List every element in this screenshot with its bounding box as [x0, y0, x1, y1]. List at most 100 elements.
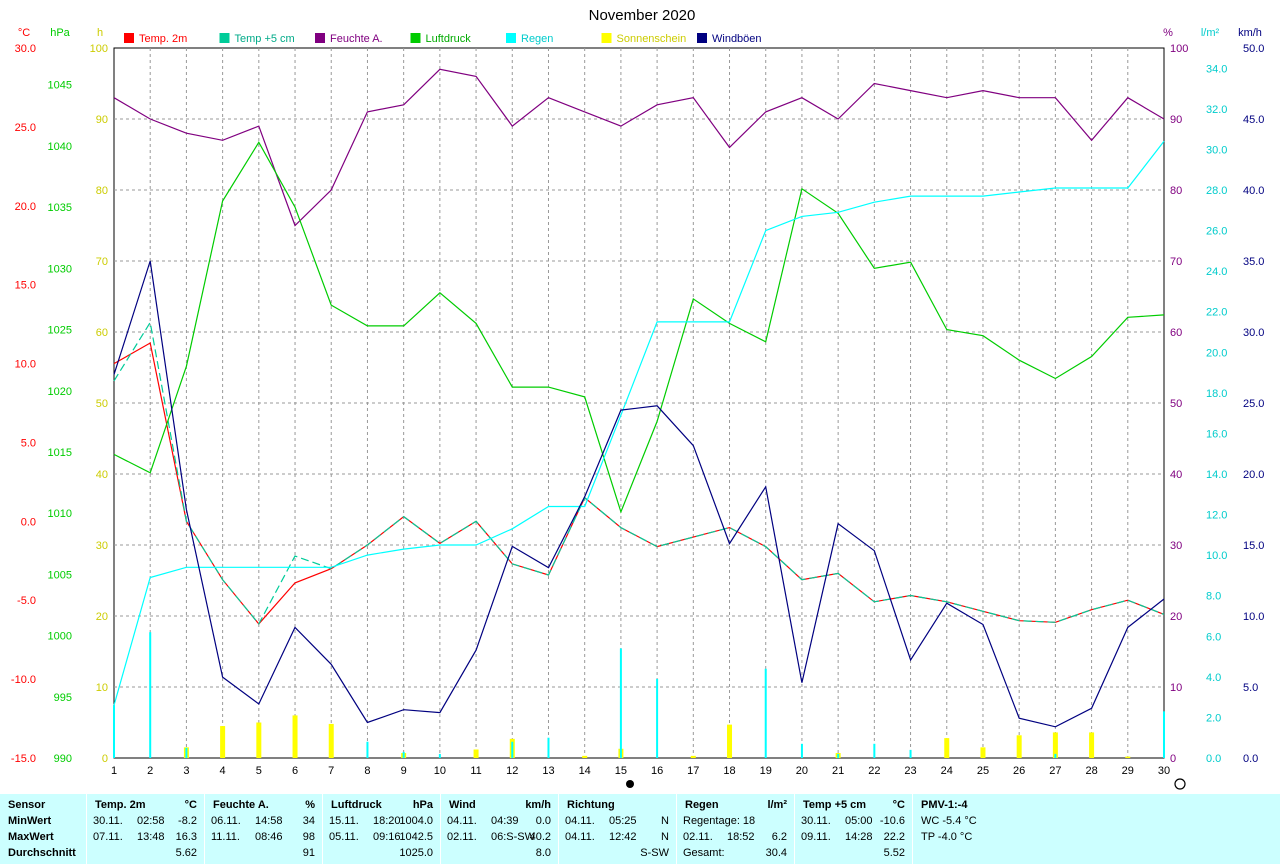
stats-cell: 22.2: [883, 831, 905, 843]
stats-cell: 91: [302, 847, 315, 859]
legend-label: Luftdruck: [426, 33, 472, 45]
x-tick-label: 9: [401, 765, 407, 777]
axis-unit-label: h: [97, 27, 103, 39]
stats-cell: Temp. 2m: [95, 799, 146, 811]
bar-sonnenschein: [328, 723, 334, 758]
stats-column: Luftdruck hPa 15.11. 18:20 1004.0 05.11. 09:16…: [322, 794, 441, 864]
stats-cell: 18:20: [373, 815, 401, 827]
stats-cell: 12:42: [609, 831, 637, 843]
x-tick-label: 16: [651, 765, 663, 777]
tick-label: 2.0: [1206, 712, 1221, 724]
tick-label: 1020: [48, 386, 72, 398]
tick-label: 10.0: [1206, 550, 1227, 562]
tick-label: -5.0: [17, 595, 36, 607]
stats-column: Temp. 2m °C 30.11. 02:58 -8.2 07.11. 13:48 16.3…: [86, 794, 205, 864]
legend-label: Sonnenschein: [617, 33, 687, 45]
moon-markers: [626, 778, 1186, 790]
tick-label: 30.0: [15, 43, 36, 55]
stats-cell: %: [305, 799, 315, 811]
stats-cell: 11.11.: [211, 831, 240, 843]
x-tick-label: 11: [470, 765, 481, 777]
stats-cell: l/m²: [767, 799, 787, 811]
tick-label: 40: [96, 469, 108, 481]
x-tick-label: 15: [615, 765, 627, 777]
x-tick-label: 29: [1122, 765, 1134, 777]
tick-label: 25.0: [1243, 398, 1264, 410]
tick-label: 22.0: [1206, 307, 1227, 319]
x-tick-label: 7: [328, 765, 334, 777]
tick-label: 8.0: [1206, 591, 1221, 603]
tick-label: 90: [96, 114, 108, 126]
axis-unit-label: °C: [18, 27, 30, 39]
tick-label: 32.0: [1206, 104, 1227, 116]
full-moon-icon: [1174, 778, 1186, 790]
legend-swatch: [315, 33, 325, 43]
tick-label: 25.0: [15, 122, 36, 134]
stats-cell: 05.11.: [329, 831, 359, 843]
bar-sonnenschein: [690, 755, 696, 758]
bar-regen: [1054, 753, 1057, 758]
bar-regen: [113, 705, 115, 758]
tick-label: 50: [1170, 398, 1182, 410]
stats-cell: -10.6: [879, 815, 905, 827]
stats-cell: Gesamt:: [683, 847, 725, 859]
stats-column: Temp +5 cm °C 30.11. 05:00 -10.6 09.11. 14:28 2…: [794, 794, 913, 864]
bar-regen: [366, 741, 369, 758]
stats-cell: TP -4.0 °C: [921, 831, 973, 843]
tick-label: 1005: [48, 569, 72, 581]
bar-sonnenschein: [727, 724, 733, 758]
stats-cell: 06:S-SW: [491, 831, 536, 843]
stats-cell: -8.2: [178, 815, 197, 827]
series-line: [113, 260, 1165, 728]
x-tick-label: 12: [506, 765, 518, 777]
stats-bar: Sensor MinWert MaxWert Durchschnitt Temp. 2m…: [0, 794, 1280, 864]
stats-cell: Regen: [685, 799, 719, 811]
legend-label: Windböen: [712, 33, 762, 45]
legend-swatch: [410, 33, 421, 43]
bar-sonnenschein: [292, 715, 298, 758]
stats-cell: N: [661, 831, 669, 843]
tick-label: 28.0: [1206, 185, 1227, 197]
x-tick-label: 25: [977, 765, 989, 777]
legend-swatch: [219, 33, 230, 43]
bar-regen: [438, 753, 441, 758]
weather-chart: November 2020 30.025.020.015.010.05.00.0…: [11, 7, 1264, 790]
tick-label: 995: [54, 692, 72, 704]
stats-cell: 16.3: [175, 831, 197, 843]
tick-label: 90: [1170, 114, 1182, 126]
stats-cell: 5.62: [175, 847, 197, 859]
tick-label: 15.0: [15, 280, 36, 292]
series-line: [113, 140, 1165, 706]
tick-label: 5.0: [21, 437, 36, 449]
tick-label: 30: [96, 540, 108, 552]
grid-lines: [114, 48, 1164, 758]
stats-cell: 30.11.: [93, 815, 123, 827]
tick-label: 80: [96, 185, 108, 197]
stats-cell: 09:16: [373, 831, 401, 843]
bar-regen: [402, 751, 405, 758]
stats-cell: 05:00: [845, 815, 873, 827]
stats-cell: 02:58: [137, 815, 165, 827]
stats-column: Regen l/m² Regentage: 18 02.11. 18:52 6.2 Gesa…: [676, 794, 795, 864]
tick-label: 1040: [48, 141, 72, 153]
bar-sonnenschein: [1016, 735, 1022, 758]
stats-cell: Richtung: [567, 799, 615, 811]
bar-sonnenschein: [582, 755, 588, 758]
bar-regen: [511, 741, 514, 758]
tick-label: 50.0: [1243, 43, 1264, 55]
stats-column: Sensor MinWert MaxWert Durchschnitt: [0, 794, 86, 864]
tick-label: 14.0: [1206, 469, 1227, 481]
tick-label: 60: [96, 327, 108, 339]
legend-swatch: [124, 33, 134, 43]
x-tick-label: 18: [723, 765, 735, 777]
x-tick-label: 21: [832, 765, 844, 777]
stats-cell: 1004.0: [399, 815, 433, 827]
x-tick-label: 13: [542, 765, 554, 777]
tick-label: 990: [54, 753, 72, 765]
tick-label: 18.0: [1206, 388, 1227, 400]
bar-series: [113, 632, 1165, 758]
stats-cell: 07.11.: [93, 831, 123, 843]
x-tick-label: 6: [292, 765, 298, 777]
tick-label: 0: [1170, 753, 1176, 765]
x-tick-label: 4: [220, 765, 226, 777]
